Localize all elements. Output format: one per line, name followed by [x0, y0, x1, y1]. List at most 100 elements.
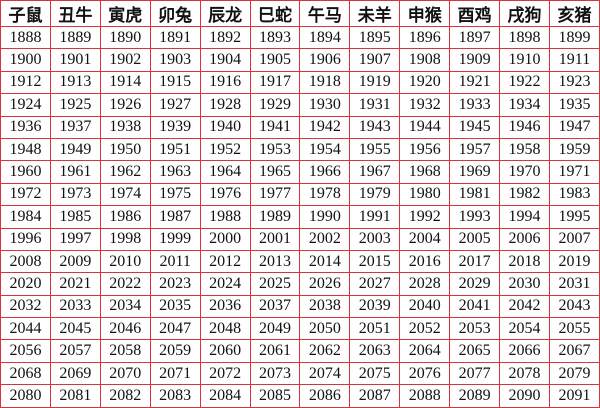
year-cell: 1963 [149, 160, 201, 184]
year-cell: 1974 [99, 182, 151, 207]
year-cell: 1977 [249, 182, 301, 207]
year-cell: 1890 [99, 25, 151, 50]
table-row: 2056 2057 2058 2059 2060 2061 2062 2063 2064 2065… [0, 339, 600, 363]
header-cell: 寅虎 [99, 0, 151, 27]
year-cell: 2042 [499, 294, 550, 319]
year-cell: 2012 [199, 249, 251, 274]
year-cell: 1921 [449, 70, 501, 95]
year-cell: 1889 [49, 25, 101, 50]
year-cell: 1939 [149, 115, 201, 139]
year-cell: 2063 [349, 339, 401, 363]
year-cell: 2074 [299, 361, 351, 386]
year-cell: 1968 [399, 160, 451, 184]
year-cell: 2080 [0, 384, 51, 408]
year-cell: 1966 [299, 160, 351, 184]
year-cell: 1967 [349, 160, 401, 184]
year-cell: 1950 [99, 137, 151, 162]
year-cell: 2007 [548, 227, 600, 251]
year-cell: 2000 [199, 227, 251, 251]
year-cell: 1988 [199, 205, 251, 229]
year-cell: 2018 [499, 249, 550, 274]
year-cell: 2089 [449, 384, 501, 408]
year-cell: 2046 [99, 317, 151, 341]
year-cell: 1908 [399, 48, 451, 72]
year-cell: 2043 [548, 294, 600, 319]
year-cell: 1896 [399, 25, 451, 50]
year-cell: 1916 [199, 70, 251, 95]
table-row: 2008 2009 2010 2011 2012 2013 2014 2015 2016 2017… [0, 249, 600, 274]
year-cell: 2084 [199, 384, 251, 408]
header-cell: 亥猪 [548, 0, 600, 27]
year-cell: 1991 [349, 205, 401, 229]
year-cell: 2027 [349, 272, 401, 296]
year-cell: 2021 [49, 272, 101, 296]
year-cell: 1975 [149, 182, 201, 207]
year-cell: 2055 [548, 317, 600, 341]
year-cell: 1891 [149, 25, 201, 50]
year-cell: 1948 [0, 137, 51, 162]
table-body: 1888 1889 1890 1891 1892 1893 1894 1895 1896 1897… [0, 25, 600, 408]
year-cell: 1955 [349, 137, 401, 162]
year-cell: 1922 [499, 70, 550, 95]
year-cell: 2053 [449, 317, 501, 341]
year-cell: 2047 [149, 317, 201, 341]
table-row: 1936 1937 1938 1939 1940 1941 1942 1943 1944 1945… [0, 115, 600, 139]
year-cell: 1913 [49, 70, 101, 95]
year-cell: 1989 [249, 205, 301, 229]
year-cell: 2091 [548, 384, 600, 408]
header-cell: 巳蛇 [249, 0, 301, 27]
year-cell: 2006 [499, 227, 550, 251]
year-cell: 1899 [548, 25, 600, 50]
year-cell: 1927 [149, 93, 201, 117]
year-cell: 2073 [249, 361, 301, 386]
year-cell: 2015 [349, 249, 401, 274]
year-cell: 2058 [99, 339, 151, 363]
year-cell: 1994 [499, 205, 550, 229]
year-cell: 2066 [499, 339, 550, 363]
year-cell: 2068 [0, 361, 51, 386]
year-cell: 1892 [199, 25, 251, 50]
year-cell: 1920 [399, 70, 451, 95]
year-cell: 1924 [0, 93, 51, 117]
year-cell: 2070 [99, 361, 151, 386]
year-cell: 2065 [449, 339, 501, 363]
year-cell: 1929 [249, 93, 301, 117]
year-cell: 1981 [449, 182, 501, 207]
year-cell: 2088 [399, 384, 451, 408]
year-cell: 1983 [548, 182, 600, 207]
year-cell: 1906 [299, 48, 351, 72]
year-cell: 2044 [0, 317, 51, 341]
year-cell: 1947 [548, 115, 600, 139]
table-row: 1972 1973 1974 1975 1976 1977 1978 1979 1980 1981… [0, 182, 600, 207]
header-cell: 辰龙 [199, 0, 251, 27]
year-cell: 1905 [249, 48, 301, 72]
header-cell: 未羊 [349, 0, 401, 27]
table-row: 1996 1997 1998 1999 2000 2001 2002 2003 2004 2005… [0, 227, 600, 251]
year-cell: 2004 [399, 227, 451, 251]
year-cell: 1932 [399, 93, 451, 117]
year-cell: 1914 [99, 70, 151, 95]
year-cell: 1987 [149, 205, 201, 229]
year-cell: 2008 [0, 249, 51, 274]
year-cell: 1918 [299, 70, 351, 95]
table-row: 1912 1913 1914 1915 1916 1917 1918 1919 1920 1921… [0, 70, 600, 95]
year-cell: 1986 [99, 205, 151, 229]
year-cell: 2057 [49, 339, 101, 363]
year-cell: 2011 [149, 249, 201, 274]
year-cell: 1935 [548, 93, 600, 117]
year-cell: 2026 [299, 272, 351, 296]
year-cell: 2075 [349, 361, 401, 386]
year-cell: 1995 [548, 205, 600, 229]
year-cell: 1931 [349, 93, 401, 117]
year-cell: 2014 [299, 249, 351, 274]
year-cell: 2020 [0, 272, 51, 296]
table-row: 2020 2021 2022 2023 2024 2025 2026 2027 2028 2029… [0, 272, 600, 296]
year-cell: 1923 [548, 70, 600, 95]
year-cell: 2032 [0, 294, 51, 319]
year-cell: 1980 [399, 182, 451, 207]
table-row: 1900 1901 1902 1903 1904 1905 1906 1907 1908 1909… [0, 48, 600, 72]
year-cell: 1957 [449, 137, 501, 162]
year-cell: 2023 [149, 272, 201, 296]
year-cell: 1960 [0, 160, 51, 184]
table-row: 1948 1949 1950 1951 1952 1953 1954 1955 1956 1957… [0, 137, 600, 162]
